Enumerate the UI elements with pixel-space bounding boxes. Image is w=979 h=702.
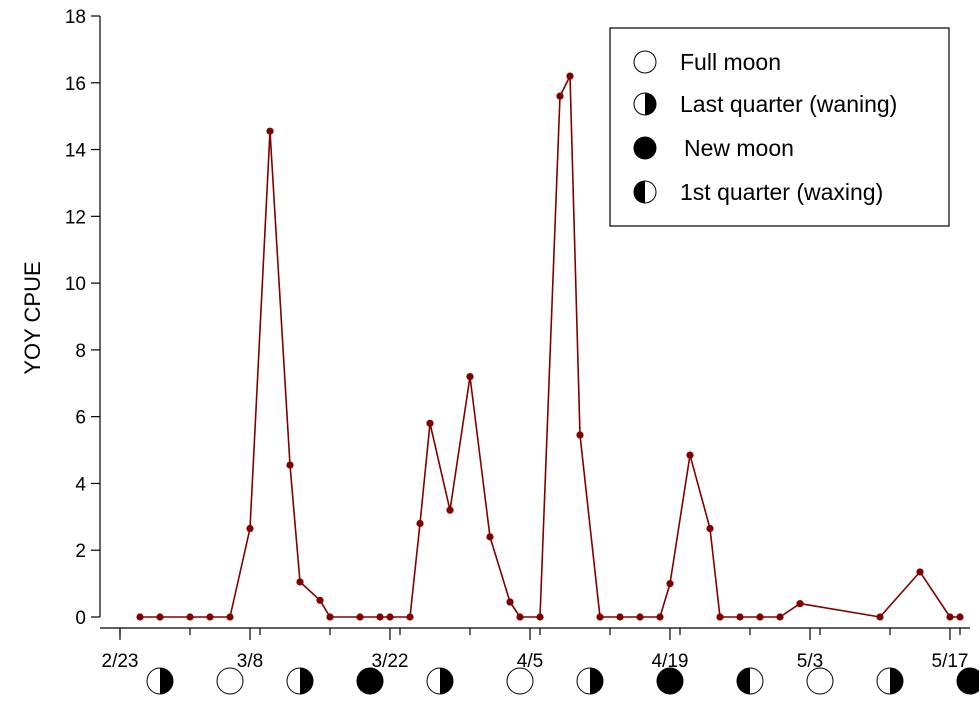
data-point bbox=[156, 613, 164, 621]
data-point bbox=[916, 568, 924, 576]
data-point bbox=[246, 524, 254, 533]
data-point bbox=[486, 533, 494, 541]
data-point bbox=[656, 613, 664, 621]
data-point bbox=[596, 613, 604, 621]
data-point bbox=[426, 419, 434, 427]
legend-new-icon bbox=[633, 136, 657, 160]
moon-new-icon bbox=[956, 667, 979, 695]
data-point bbox=[576, 431, 584, 439]
series-layer bbox=[136, 72, 964, 621]
data-point bbox=[666, 580, 674, 588]
moon-last-quarter-icon bbox=[146, 667, 174, 695]
x-tick-label: 2/23 bbox=[102, 651, 139, 672]
moon-new-icon bbox=[656, 667, 684, 695]
moon-first-quarter-icon bbox=[736, 667, 764, 695]
data-point bbox=[706, 524, 714, 533]
legend: Full moon Last quarter (waning) New moon 1s… bbox=[609, 27, 950, 227]
data-point bbox=[376, 613, 384, 621]
data-point bbox=[736, 613, 744, 621]
data-point bbox=[446, 506, 454, 514]
data-point bbox=[386, 613, 394, 621]
y-tick-label: 18 bbox=[65, 7, 86, 28]
legend-full-icon bbox=[633, 50, 657, 74]
legend-last-quarter-icon bbox=[633, 92, 657, 116]
data-point bbox=[506, 598, 514, 606]
data-point bbox=[316, 596, 324, 604]
x-tick-label: 3/8 bbox=[237, 651, 263, 672]
y-tick-label: 14 bbox=[65, 141, 87, 162]
data-point bbox=[226, 613, 234, 621]
moon-last-quarter-icon bbox=[286, 667, 314, 695]
moon-last-quarter-icon bbox=[876, 667, 904, 695]
data-point bbox=[796, 600, 804, 608]
data-point bbox=[556, 92, 564, 100]
x-tick-label: 4/5 bbox=[517, 651, 543, 672]
data-point bbox=[296, 578, 304, 586]
data-point bbox=[716, 613, 724, 621]
y-tick-label: 2 bbox=[75, 541, 86, 562]
legend-box bbox=[609, 27, 950, 227]
moon-phase-row bbox=[146, 667, 979, 695]
moon-full-icon bbox=[806, 667, 834, 695]
data-point bbox=[756, 613, 764, 621]
data-point bbox=[416, 519, 424, 528]
legend-label: Full moon bbox=[680, 49, 781, 75]
data-point bbox=[636, 613, 644, 621]
legend-label: Last quarter (waning) bbox=[680, 91, 897, 117]
moon-last-quarter-icon bbox=[426, 667, 454, 695]
legend-label: 1st quarter (waxing) bbox=[680, 179, 883, 205]
x-tick-label: 4/19 bbox=[652, 651, 689, 672]
y-tick-label: 16 bbox=[65, 74, 86, 95]
data-point bbox=[206, 613, 214, 621]
data-point bbox=[776, 613, 784, 621]
data-point bbox=[536, 613, 544, 621]
x-tick-label: 3/22 bbox=[372, 651, 409, 672]
x-tick-label: 5/17 bbox=[932, 651, 969, 672]
data-point bbox=[566, 72, 574, 80]
data-point bbox=[286, 461, 294, 469]
data-point bbox=[356, 613, 364, 621]
data-point bbox=[516, 613, 524, 621]
moon-last-quarter-icon bbox=[576, 667, 604, 695]
data-point bbox=[326, 613, 334, 621]
axes: 0 2 4 6 8 10 12 14 16 18 2/23 3/8 3/22 4/5 4/19 5/3 5/17 bbox=[65, 7, 970, 672]
data-point bbox=[946, 613, 954, 621]
data-point bbox=[266, 127, 274, 135]
x-tick-label: 5/3 bbox=[797, 651, 823, 672]
y-tick-label: 4 bbox=[75, 474, 86, 495]
moon-full-icon bbox=[506, 667, 534, 695]
moon-full-icon bbox=[216, 667, 244, 695]
data-point bbox=[876, 613, 884, 621]
data-point bbox=[686, 451, 694, 459]
y-tick-label: 8 bbox=[75, 341, 86, 362]
y-axis-title: YOY CPUE bbox=[20, 261, 45, 374]
y-tick-label: 6 bbox=[75, 408, 86, 429]
y-tick-label: 0 bbox=[75, 608, 86, 629]
legend-label: New moon bbox=[684, 135, 794, 161]
data-point bbox=[186, 613, 194, 621]
data-point bbox=[466, 373, 474, 381]
legend-first-quarter-icon bbox=[633, 180, 657, 204]
moon-new-icon bbox=[356, 667, 384, 695]
data-point bbox=[616, 613, 624, 621]
data-point bbox=[956, 613, 964, 621]
y-tick-label: 10 bbox=[65, 274, 86, 295]
y-tick-label: 12 bbox=[65, 207, 86, 228]
data-point bbox=[406, 613, 414, 621]
data-point bbox=[136, 613, 144, 621]
